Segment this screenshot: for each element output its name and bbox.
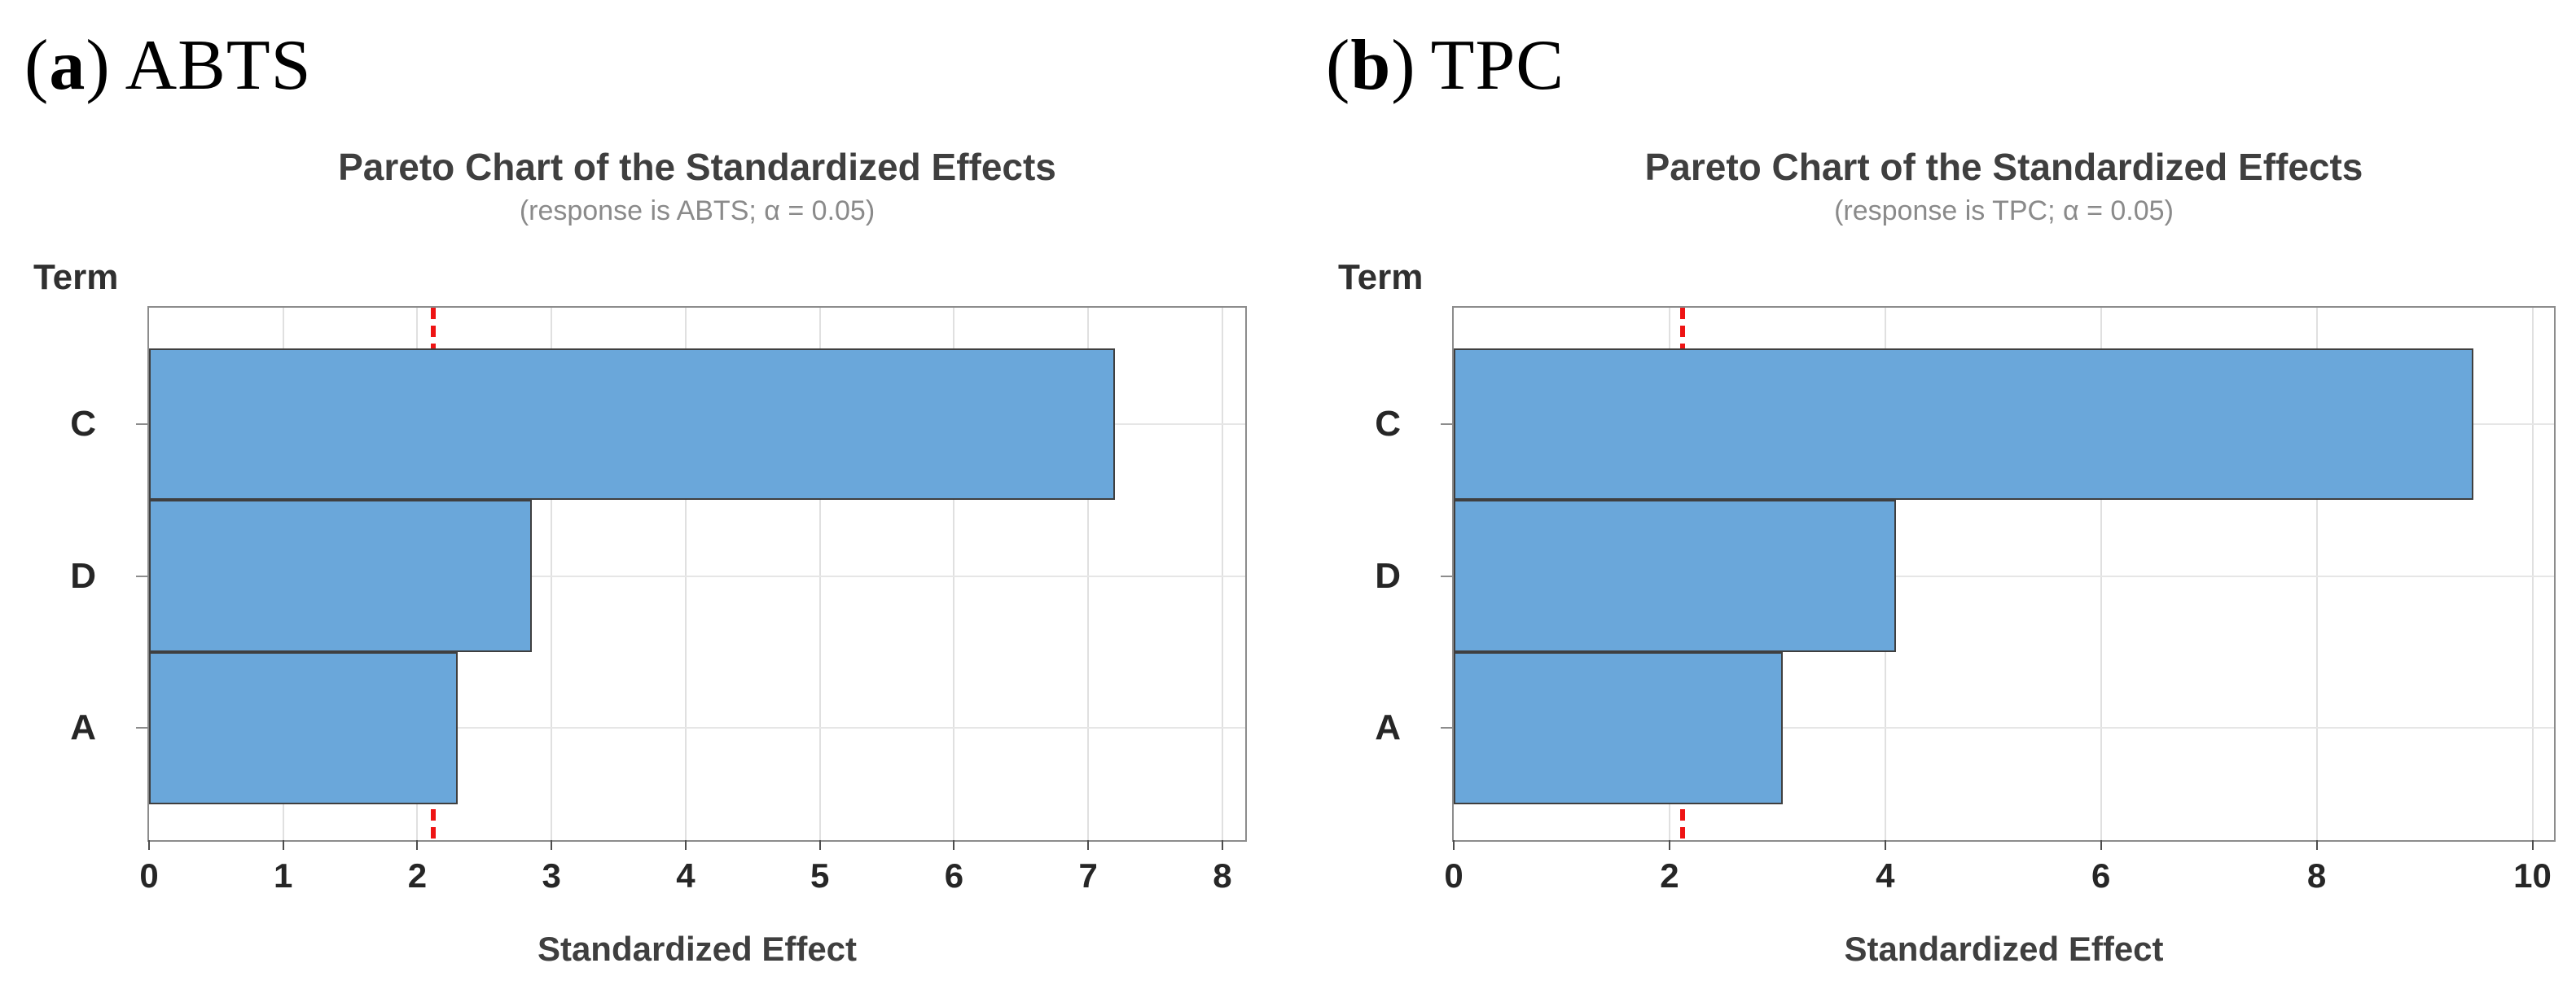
panel-label-name: ABTS: [125, 26, 312, 105]
panel-label-paren-open: (: [24, 26, 50, 105]
x-tick: [282, 840, 284, 850]
x-tick: [148, 840, 150, 850]
x-tick-label: 5: [810, 856, 830, 895]
panel-label-name: TPC: [1430, 26, 1564, 105]
panel-label-a: (a) ABTS: [24, 24, 312, 107]
x-tick-label: 3: [542, 856, 561, 895]
x-tick: [818, 840, 821, 850]
x-axis-title: Standardized Effect: [1844, 930, 2164, 968]
y-tick: [1441, 575, 1452, 577]
chart-subtitle: (response is TPC; α = 0.05): [1834, 195, 2174, 226]
y-tick: [1441, 423, 1452, 425]
x-tick-label: 6: [944, 856, 964, 895]
gridline-vertical: [2100, 308, 2102, 840]
y-tick: [1441, 727, 1452, 729]
x-tick: [684, 840, 687, 850]
x-tick-label: 7: [1078, 856, 1098, 895]
y-category-label: D: [1375, 555, 1401, 596]
y-category-label: D: [70, 555, 96, 596]
gridline-horizontal: [1454, 575, 2554, 577]
x-tick: [416, 840, 419, 850]
plot-area: 0 1 2 3 4 5 6 7 8 C D A: [70, 306, 1247, 895]
x-tick: [953, 840, 955, 850]
x-tick-label: 10: [2513, 856, 2552, 895]
panel-label-paren-close: ): [86, 26, 111, 105]
chart-title: Pareto Chart of the Standardized Effects: [1644, 146, 2363, 188]
x-tick-label: 0: [139, 856, 159, 895]
gridline-vertical: [818, 308, 821, 840]
x-tick: [2531, 840, 2534, 850]
x-axis-title: Standardized Effect: [537, 930, 858, 968]
panel-label-b: (b) TPC: [1326, 24, 1564, 107]
plot-area: 0 2 4 6 8 10 C D A: [1375, 306, 2556, 895]
y-category-label: A: [70, 707, 96, 748]
x-tick-label: 4: [1876, 856, 1895, 895]
bar: [149, 348, 1116, 501]
x-tick: [1221, 840, 1223, 850]
gridline-vertical: [1221, 308, 1223, 840]
x-tick-label: 0: [1444, 856, 1464, 895]
x-tick: [1668, 840, 1670, 850]
y-tick: [136, 575, 147, 577]
panel-label-paren-open: (: [1326, 26, 1351, 105]
x-tick-label: 4: [676, 856, 696, 895]
x-tick: [1087, 840, 1090, 850]
panel-label-letter: b: [1350, 26, 1392, 105]
gridline-horizontal: [149, 727, 1245, 729]
y-tick: [136, 727, 147, 729]
x-tick: [1453, 840, 1455, 850]
y-category-label: C: [1375, 404, 1401, 444]
x-tick-label: 2: [1660, 856, 1679, 895]
panel-label-paren-close: ): [1391, 26, 1416, 105]
x-tick: [2315, 840, 2318, 850]
chart-title: Pareto Chart of the Standardized Effects: [338, 146, 1056, 188]
bar: [149, 500, 532, 652]
x-tick: [1884, 840, 1886, 850]
y-axis-title: Term: [1338, 257, 1424, 297]
gridline-horizontal: [149, 575, 1245, 577]
y-category-label: C: [70, 404, 96, 444]
gridline-vertical: [551, 308, 553, 840]
gridline-vertical: [2315, 308, 2318, 840]
x-tick-label: 6: [2091, 856, 2111, 895]
panel-tpc: (b) TPC Pareto Chart of the Standardized …: [1288, 0, 2576, 994]
x-tick-label: 8: [1213, 856, 1232, 895]
panel-label-letter: a: [49, 26, 86, 105]
gridline-vertical: [953, 308, 955, 840]
x-tick-label: 2: [407, 856, 428, 895]
gridline-vertical: [1087, 308, 1090, 840]
bar: [1454, 651, 1783, 804]
panel-abts: (a) ABTS Pareto Chart of the Standardized…: [24, 24, 1247, 968]
x-tick: [2100, 840, 2102, 850]
bar: [149, 651, 458, 804]
gridline-vertical: [684, 308, 687, 840]
y-axis-title: Term: [33, 257, 119, 297]
x-tick-label: 1: [274, 856, 293, 895]
y-category-label: A: [1375, 707, 1401, 748]
y-tick: [136, 423, 147, 425]
bar: [1454, 500, 1897, 652]
x-tick: [551, 840, 553, 850]
chart-subtitle: (response is ABTS; α = 0.05): [519, 195, 875, 226]
gridline-horizontal: [1454, 727, 2554, 729]
bar: [1454, 348, 2473, 501]
x-tick-label: 8: [2306, 856, 2327, 895]
gridline-vertical: [2531, 308, 2534, 840]
